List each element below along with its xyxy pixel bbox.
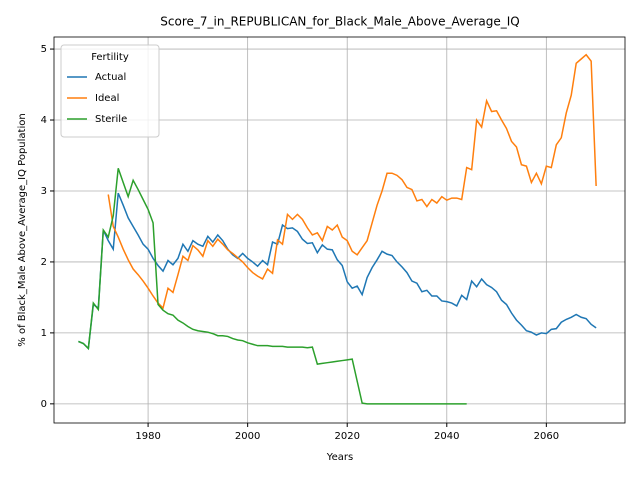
y-axis-label: % of Black_Male Above_Average_IQ Populat… [17,113,28,346]
plot-frame [53,36,626,424]
y-tick-label: 2 [41,257,47,268]
chart-title: Score_7_in_REPUBLICAN_for_Black_Male_Abo… [160,15,519,29]
legend-label: Sterile [95,114,127,125]
x-tick-label: 2060 [534,431,559,442]
y-tick-label: 0 [41,399,47,410]
x-tick-label: 2040 [434,431,459,442]
x-tick-label: 1980 [135,431,160,442]
x-tick-label: 2020 [334,431,359,442]
y-tick-label: 5 [41,44,47,55]
legend-box [60,44,160,138]
line-series [107,53,597,310]
legend-label: Ideal [95,93,119,104]
y-tick-label: 3 [41,186,47,197]
line-series [78,168,467,405]
line-series [78,192,597,351]
y-tick-label: 1 [41,328,47,339]
legend-label: Actual [95,72,126,83]
x-tick-label: 2000 [235,431,260,442]
legend: Fertility Actual Ideal Sterile [60,44,160,138]
legend-title: Fertility [91,52,129,63]
y-tick-label: 4 [41,115,47,126]
x-axis-label: Years [326,452,353,463]
